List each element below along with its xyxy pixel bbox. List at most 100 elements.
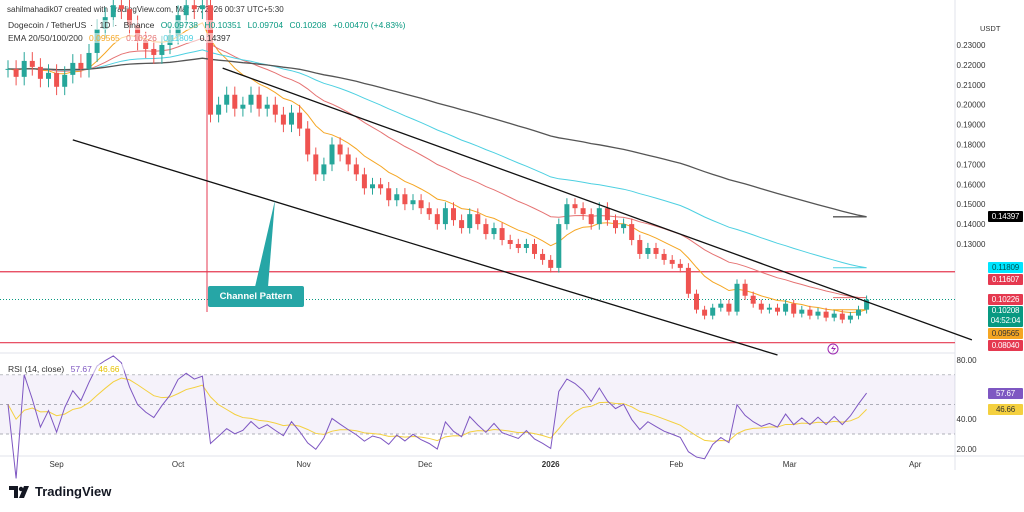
candle-body xyxy=(191,5,197,10)
candle-body xyxy=(459,220,465,229)
candle-body xyxy=(5,68,11,70)
candle-body xyxy=(580,208,586,215)
candle-body xyxy=(264,104,270,109)
ema50-value: 0.10226 xyxy=(126,33,157,43)
rsi-ma-line xyxy=(7,377,867,442)
candle-body xyxy=(37,66,43,79)
candle-body xyxy=(807,309,813,316)
candle-body xyxy=(766,307,772,310)
rsi-label[interactable]: RSI (14, close) xyxy=(8,364,65,374)
candle-body xyxy=(604,208,610,221)
ema-label[interactable]: EMA 20/50/100/200 xyxy=(8,33,83,43)
candle-body xyxy=(742,283,748,296)
ema200-value: 0.14397 xyxy=(199,33,231,43)
candle-body xyxy=(523,244,529,248)
price-axis xyxy=(955,0,1024,470)
ema20-value: 0.09565 xyxy=(89,33,120,43)
candle-body xyxy=(289,112,294,125)
candle-body xyxy=(856,309,861,316)
candle-body xyxy=(653,247,659,254)
candle-body xyxy=(847,315,853,320)
candle-body xyxy=(491,228,497,235)
y-tick-label: 0.20000 xyxy=(957,101,986,110)
candle-body xyxy=(159,45,165,55)
tradingview-logo[interactable]: TradingView xyxy=(9,484,111,499)
candle-body xyxy=(199,5,205,10)
candle-body xyxy=(337,144,343,155)
rsi-value: 57.67 xyxy=(70,364,92,374)
candle-body xyxy=(353,164,359,175)
candle-body xyxy=(118,5,124,10)
candle-body xyxy=(434,214,440,225)
ema100-value: 0.11809 xyxy=(163,33,194,43)
rsi-tick-label: 80.00 xyxy=(957,356,978,365)
currency-label: USDT xyxy=(980,24,1001,33)
x-tick-label: Nov xyxy=(297,460,311,469)
candle-body xyxy=(556,224,562,268)
candle-body xyxy=(329,144,335,165)
x-tick-label: Dec xyxy=(418,460,432,469)
price-tag: 0.10208 04:52:04 xyxy=(988,305,1023,327)
price-tag: 0.11607 xyxy=(988,274,1023,286)
interval[interactable]: 1D xyxy=(99,20,111,30)
candle-body xyxy=(718,303,724,308)
candle-body xyxy=(151,48,157,55)
candle-body xyxy=(613,220,618,229)
candle-body xyxy=(442,208,448,225)
candle-body xyxy=(127,9,132,26)
y-tick-label: 0.15000 xyxy=(957,200,986,209)
candle-body xyxy=(451,208,456,221)
candle-body xyxy=(143,41,149,49)
y-tick-label: 0.17000 xyxy=(957,160,986,169)
x-tick-label: Sep xyxy=(49,460,64,469)
candle-body xyxy=(224,94,230,105)
candle-body xyxy=(46,72,51,79)
ema20-line xyxy=(7,22,867,314)
bar-countdown: 04:52:04 xyxy=(990,316,1021,326)
lightning-icon xyxy=(827,343,839,355)
rsi-ma-tag: 46.66 xyxy=(988,403,1023,415)
candle-body xyxy=(702,309,708,316)
candle-body xyxy=(621,224,627,229)
candle-body xyxy=(467,214,473,229)
y-tick-label: 0.16000 xyxy=(957,180,986,189)
candle-body xyxy=(596,208,602,225)
exchange: Binance xyxy=(123,20,155,30)
price-tag: 0.14397 xyxy=(988,210,1023,222)
channel-upper-line xyxy=(222,67,973,341)
rsi-legend: RSI (14, close) 57.67 46.66 xyxy=(8,364,124,374)
high-value: H0.10351 xyxy=(204,20,242,30)
candle-body xyxy=(256,94,262,109)
ema-legend: EMA 20/50/100/200 0.09565 0.10226 0.1180… xyxy=(8,33,235,43)
price-tag: 0.11809 xyxy=(988,262,1023,274)
candle-body xyxy=(313,154,319,175)
x-tick-label: Apr xyxy=(909,460,922,469)
channel-pattern-callout[interactable]: Channel Pattern xyxy=(208,286,304,307)
candle-body xyxy=(783,303,789,312)
candle-body xyxy=(775,307,780,312)
symbol-name[interactable]: Dogecoin / TetherUS xyxy=(8,20,87,30)
y-tick-label: 0.22000 xyxy=(957,61,986,70)
candle-body xyxy=(564,204,570,225)
candle-body xyxy=(402,194,408,205)
candle-body xyxy=(637,240,643,254)
candle-body xyxy=(240,104,246,109)
price-tag: 0.08040 xyxy=(988,339,1023,351)
rsi-tick-label: 40.00 xyxy=(957,415,978,424)
candle-body xyxy=(418,200,424,209)
candle-body xyxy=(864,299,870,310)
y-tick-label: 0.13000 xyxy=(957,240,986,249)
candle-body xyxy=(572,204,578,209)
candle-body xyxy=(272,104,278,115)
open-value: O0.09738 xyxy=(160,20,199,30)
separator: · xyxy=(90,20,94,30)
separator: · xyxy=(114,20,118,30)
x-tick-label: Oct xyxy=(172,460,185,469)
candle-body xyxy=(694,293,699,310)
candle-body xyxy=(370,184,375,189)
ema100-line xyxy=(7,49,867,269)
candle-body xyxy=(499,228,505,241)
candle-body xyxy=(758,303,764,310)
